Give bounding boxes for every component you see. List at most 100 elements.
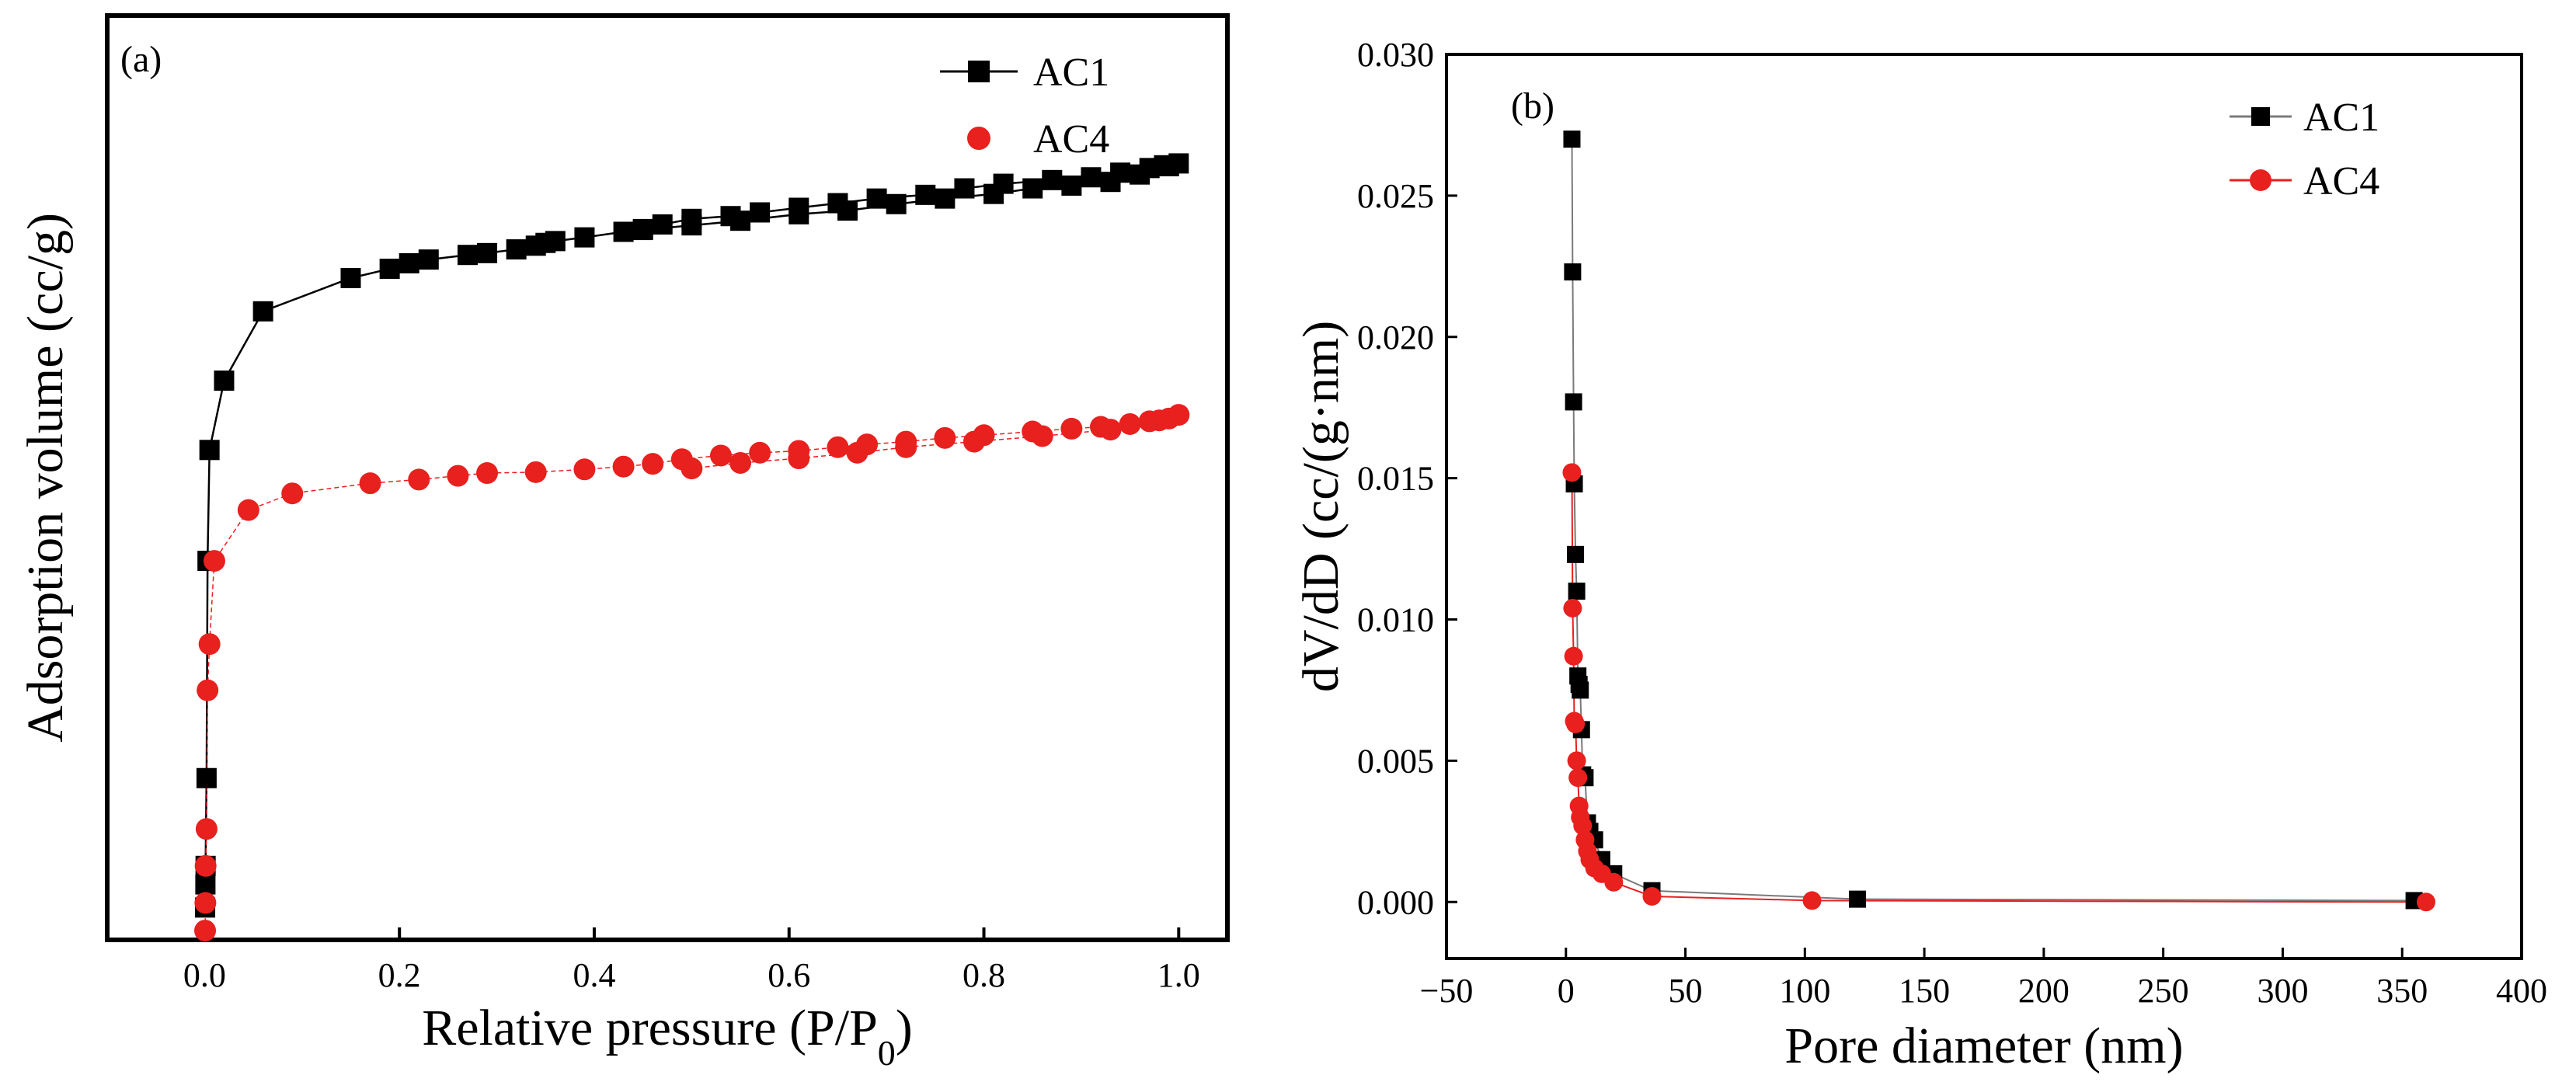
data-point-a-ac1 [730, 210, 751, 231]
data-point-a-ac4 [963, 430, 985, 453]
data-point-a-ac1 [199, 440, 220, 461]
data-point-b-ac4 [1604, 872, 1624, 892]
x-tick-label-b: 250 [2138, 972, 2189, 1010]
data-point-a-ac4 [642, 453, 664, 475]
legend-a-ac4-label: AC4 [1033, 117, 1109, 162]
x-tick-label-b: 100 [1779, 972, 1830, 1010]
data-point-a-ac1 [935, 188, 956, 209]
x-axis-title-a: Relative pressure (P/P0) [422, 1000, 913, 1073]
x-tick-label-b: 200 [2018, 972, 2070, 1010]
data-point-a-ac1 [788, 204, 809, 224]
data-point-b-ac4 [1568, 768, 1588, 788]
legend-b: AC1 AC4 [2230, 96, 2379, 204]
data-point-a-ac4 [1099, 419, 1122, 441]
data-point-a-ac1 [1061, 175, 1082, 196]
data-point-a-ac4 [524, 461, 547, 483]
data-point-a-ac4 [476, 462, 499, 485]
x-tick-label-b: 300 [2257, 972, 2308, 1010]
data-point-b-ac4 [1642, 886, 1662, 906]
data-point-b-ac4 [1562, 463, 1582, 482]
data-point-a-ac4 [1148, 409, 1171, 432]
data-point-a-ac4 [281, 482, 304, 505]
data-point-a-ac1 [837, 200, 858, 221]
x-axis-title-a-end: ) [896, 1000, 913, 1056]
ticks-b: −50 0 50 100 150 200 250 300 350 400 0.000 0.005 0.0… [1357, 36, 2547, 1010]
data-point-a-ac1 [252, 301, 273, 322]
data-point-b-ac4 [1563, 598, 1582, 618]
data-point-a-ac4 [408, 468, 430, 491]
data-point-a-ac1 [750, 202, 771, 223]
data-point-a-ac4 [1060, 417, 1083, 440]
y-tick-label-b: 0.000 [1357, 883, 1434, 921]
data-point-b-ac4 [1566, 715, 1586, 734]
panel-label-a: (a) [120, 39, 162, 80]
data-point-a-ac1 [1130, 164, 1150, 185]
data-point-a-ac4 [198, 633, 221, 656]
data-point-a-ac4 [203, 550, 225, 572]
legend-b-ac1-marker [2251, 107, 2270, 126]
y-tick-label-b: 0.030 [1357, 36, 1434, 74]
chart-panel-b: (b) −50 0 50 100 150 200 250 300 350 400 0.000 0.00… [1293, 36, 2547, 1074]
data-point-b-ac1 [1563, 130, 1581, 148]
y-axis-title-b: dV/dD (cc/(g·nm) [1293, 321, 1349, 692]
data-point-a-ac1 [681, 215, 702, 236]
x-tick-label-b: 350 [2376, 972, 2428, 1010]
data-point-a-ac1 [574, 227, 595, 248]
data-point-a-ac4 [846, 441, 869, 464]
data-point-a-ac1 [196, 767, 217, 788]
x-tick-label-a: 0.8 [963, 956, 1005, 994]
data-point-a-ac1 [652, 214, 673, 235]
series-markers-b [1562, 130, 2435, 912]
x-tick-label-a: 0.6 [768, 956, 810, 994]
legend-a-ac4-marker [967, 127, 990, 150]
data-point-a-ac1 [214, 371, 235, 391]
data-point-b-ac1 [1565, 393, 1582, 411]
data-point-a-ac1 [1158, 155, 1179, 176]
data-point-a-ac1 [457, 245, 478, 266]
data-point-b-ac4 [1802, 891, 1822, 910]
data-point-b-ac4 [2416, 892, 2435, 912]
x-axis-title-b: Pore diameter (nm) [1784, 1018, 2183, 1074]
x-tick-label-b: 150 [1899, 972, 1950, 1010]
data-point-b-ac1 [1564, 263, 1582, 281]
data-point-b-ac1 [1572, 681, 1589, 699]
data-point-a-ac1 [632, 220, 653, 241]
data-point-a-ac1 [195, 874, 216, 895]
data-point-a-ac4 [573, 458, 596, 481]
data-point-b-ac4 [1564, 646, 1583, 666]
chart-panel-a: (a) 0.0 0.2 0.4 0.6 0.8 1.0 Adsorption volume… [17, 13, 1230, 1073]
data-point-a-ac4 [194, 854, 217, 877]
series-markers-a [194, 153, 1190, 942]
data-point-b-ac4 [1567, 751, 1586, 771]
data-point-a-ac1 [1100, 172, 1121, 193]
data-point-a-ac4 [709, 444, 732, 467]
data-point-a-ac4 [749, 441, 771, 464]
data-point-a-ac4 [788, 447, 810, 470]
data-point-a-ac4 [197, 679, 219, 701]
y-axis-title-a: Adsorption volume (cc/g) [17, 213, 74, 743]
data-point-a-ac1 [1081, 167, 1102, 188]
data-point-a-ac1 [545, 231, 566, 252]
panel-label-b: (b) [1511, 85, 1554, 127]
data-point-a-ac4 [194, 892, 217, 914]
data-point-a-ac1 [613, 221, 634, 242]
data-point-b-ac4 [1573, 816, 1593, 836]
data-point-a-ac4 [612, 455, 635, 478]
y-tick-label-b: 0.010 [1357, 601, 1434, 639]
data-point-b-ac1 [1848, 890, 1866, 908]
data-point-a-ac1 [340, 267, 361, 288]
y-tick-label-b: 0.020 [1357, 318, 1434, 357]
plot-area-b [1445, 53, 2523, 960]
data-point-a-ac4 [359, 472, 381, 495]
data-point-b-ac1 [1567, 545, 1585, 563]
data-point-a-ac4 [1031, 425, 1053, 447]
y-tick-label-b: 0.005 [1357, 742, 1434, 780]
data-point-a-ac1 [866, 188, 887, 209]
data-point-a-ac4 [895, 436, 917, 458]
data-point-a-ac1 [954, 178, 975, 199]
y-tick-label-b: 0.025 [1357, 177, 1434, 215]
data-point-a-ac1 [1022, 178, 1043, 199]
x-tick-label-b: 50 [1669, 972, 1703, 1010]
data-point-a-ac1 [399, 252, 419, 273]
